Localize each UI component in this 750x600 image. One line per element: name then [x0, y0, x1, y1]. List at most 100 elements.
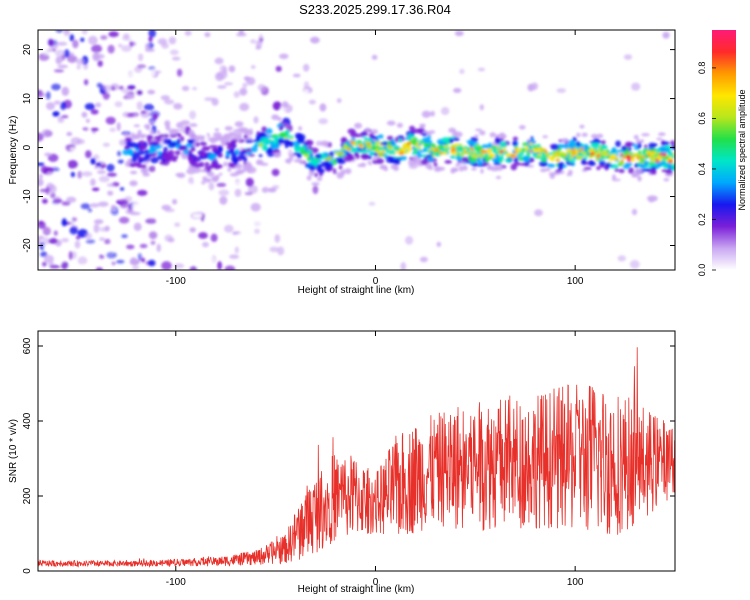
- heatmap-cell: [257, 84, 266, 91]
- heatmap-cell: [139, 144, 146, 151]
- heatmap-cell: [267, 187, 277, 193]
- snr-axes: -100 0 100 0 200 400 600: [22, 331, 675, 588]
- heatmap-cell: [264, 205, 274, 214]
- colorbar-gradient: [712, 30, 736, 270]
- heatmap-cell: [126, 150, 134, 155]
- heatmap-cell: [576, 141, 581, 147]
- heatmap-cell: [201, 180, 206, 185]
- heatmap-cell: [139, 47, 144, 52]
- heatmap-cell: [155, 202, 160, 212]
- heatmap-cell: [372, 147, 377, 151]
- heatmap-cell: [378, 43, 390, 49]
- heatmap-cell: [116, 259, 125, 264]
- heatmap-cell: [289, 155, 293, 162]
- heatmap-cell: [367, 145, 372, 150]
- heatmap-cell: [137, 53, 144, 62]
- heatmap-cell: [229, 148, 235, 152]
- colorbar-ticks: 0.0 0.2 0.4 0.6 0.8: [697, 62, 716, 276]
- heatmap-cell: [107, 190, 114, 196]
- heatmap-cell: [128, 112, 140, 117]
- heatmap-cell: [253, 143, 259, 148]
- heatmap-cell: [80, 37, 85, 42]
- heatmap-cell: [54, 49, 66, 57]
- heatmap-cell: [472, 152, 478, 156]
- heatmap-cell: [80, 264, 86, 270]
- heatmap-cell: [125, 209, 135, 215]
- heatmap-cell: [318, 118, 329, 125]
- heatmap-cell: [385, 155, 394, 161]
- heatmap-cell: [100, 35, 108, 40]
- heatmap-cell: [665, 170, 673, 175]
- heatmap-cell: [536, 144, 541, 148]
- heatmap-cell: [667, 159, 673, 163]
- heatmap-cell: [530, 138, 535, 144]
- snr-y-label: SNR (10 * v/v): [8, 419, 19, 483]
- heatmap-cell: [176, 68, 183, 77]
- heatmap-cell: [310, 159, 319, 165]
- heatmap-cell: [77, 170, 83, 179]
- heatmap-cell: [630, 158, 635, 162]
- heatmap-cell: [643, 157, 647, 160]
- heatmap-cell: [413, 147, 418, 154]
- heatmap-cell: [148, 30, 156, 38]
- heatmap-cell: [638, 142, 642, 148]
- heatmap-cell: [287, 120, 291, 125]
- heatmap-cell: [137, 189, 148, 196]
- heatmap-cell: [210, 233, 218, 242]
- heatmap-cell: [146, 134, 154, 140]
- heatmap-cell: [450, 168, 456, 174]
- heatmap-cell: [68, 251, 73, 260]
- heatmap-cell: [244, 191, 253, 196]
- heatmap-cell: [44, 152, 52, 157]
- heatmap-cell: [516, 148, 519, 152]
- heatmap-cell: [156, 145, 160, 150]
- heatmap-cell: [269, 246, 279, 253]
- heatmap-cell: [416, 158, 423, 164]
- heatmap-cell: [108, 31, 119, 38]
- heatmap-cell: [104, 238, 111, 245]
- heatmap-cell: [48, 39, 54, 47]
- heatmap-cell: [577, 152, 581, 155]
- heatmap-cell: [149, 130, 154, 135]
- heatmap-cell: [42, 198, 48, 204]
- heatmap-cell: [495, 154, 500, 158]
- heatmap-cell: [641, 133, 650, 137]
- heatmap-cell: [286, 266, 297, 270]
- heatmap-cell: [476, 156, 482, 163]
- heatmap-cell: [298, 133, 302, 138]
- heatmap-cell: [569, 91, 578, 98]
- heatmap-cell: [45, 186, 51, 195]
- heatmap-cell: [126, 86, 137, 90]
- heatmap-cell: [487, 163, 492, 170]
- heatmap-cell: [422, 148, 427, 152]
- heatmap-cell: [239, 87, 248, 96]
- heatmap-cell: [568, 169, 573, 175]
- heatmap-cell: [623, 54, 633, 60]
- heatmap-cell: [129, 71, 135, 79]
- heatmap-cell: [390, 142, 397, 146]
- heatmap-cell: [61, 86, 70, 96]
- heatmap-cell: [318, 58, 326, 67]
- heatmap-cell: [267, 153, 275, 157]
- heatmap-cell: [248, 42, 258, 48]
- heatmap-cell: [380, 142, 388, 146]
- heatmap-cell: [226, 30, 235, 35]
- spectrogram-x-tick-label: 100: [567, 276, 584, 287]
- heatmap-cell: [567, 154, 571, 158]
- heatmap-cell: [667, 162, 673, 168]
- heatmap-cell: [655, 148, 661, 153]
- heatmap-cell: [416, 149, 425, 153]
- heatmap-cell: [285, 158, 290, 164]
- heatmap-cell: [271, 114, 279, 120]
- heatmap-cell: [555, 159, 560, 162]
- heatmap-cell: [645, 155, 648, 159]
- heatmap-cell: [143, 103, 155, 111]
- heatmap-cell: [109, 127, 116, 133]
- heatmap-cell: [459, 68, 465, 74]
- heatmap-cell: [574, 150, 579, 154]
- heatmap-cell: [548, 172, 557, 176]
- heatmap-cell: [581, 158, 587, 165]
- heatmap-cell: [428, 130, 436, 134]
- heatmap-cell: [229, 141, 235, 148]
- heatmap-cell: [451, 147, 456, 150]
